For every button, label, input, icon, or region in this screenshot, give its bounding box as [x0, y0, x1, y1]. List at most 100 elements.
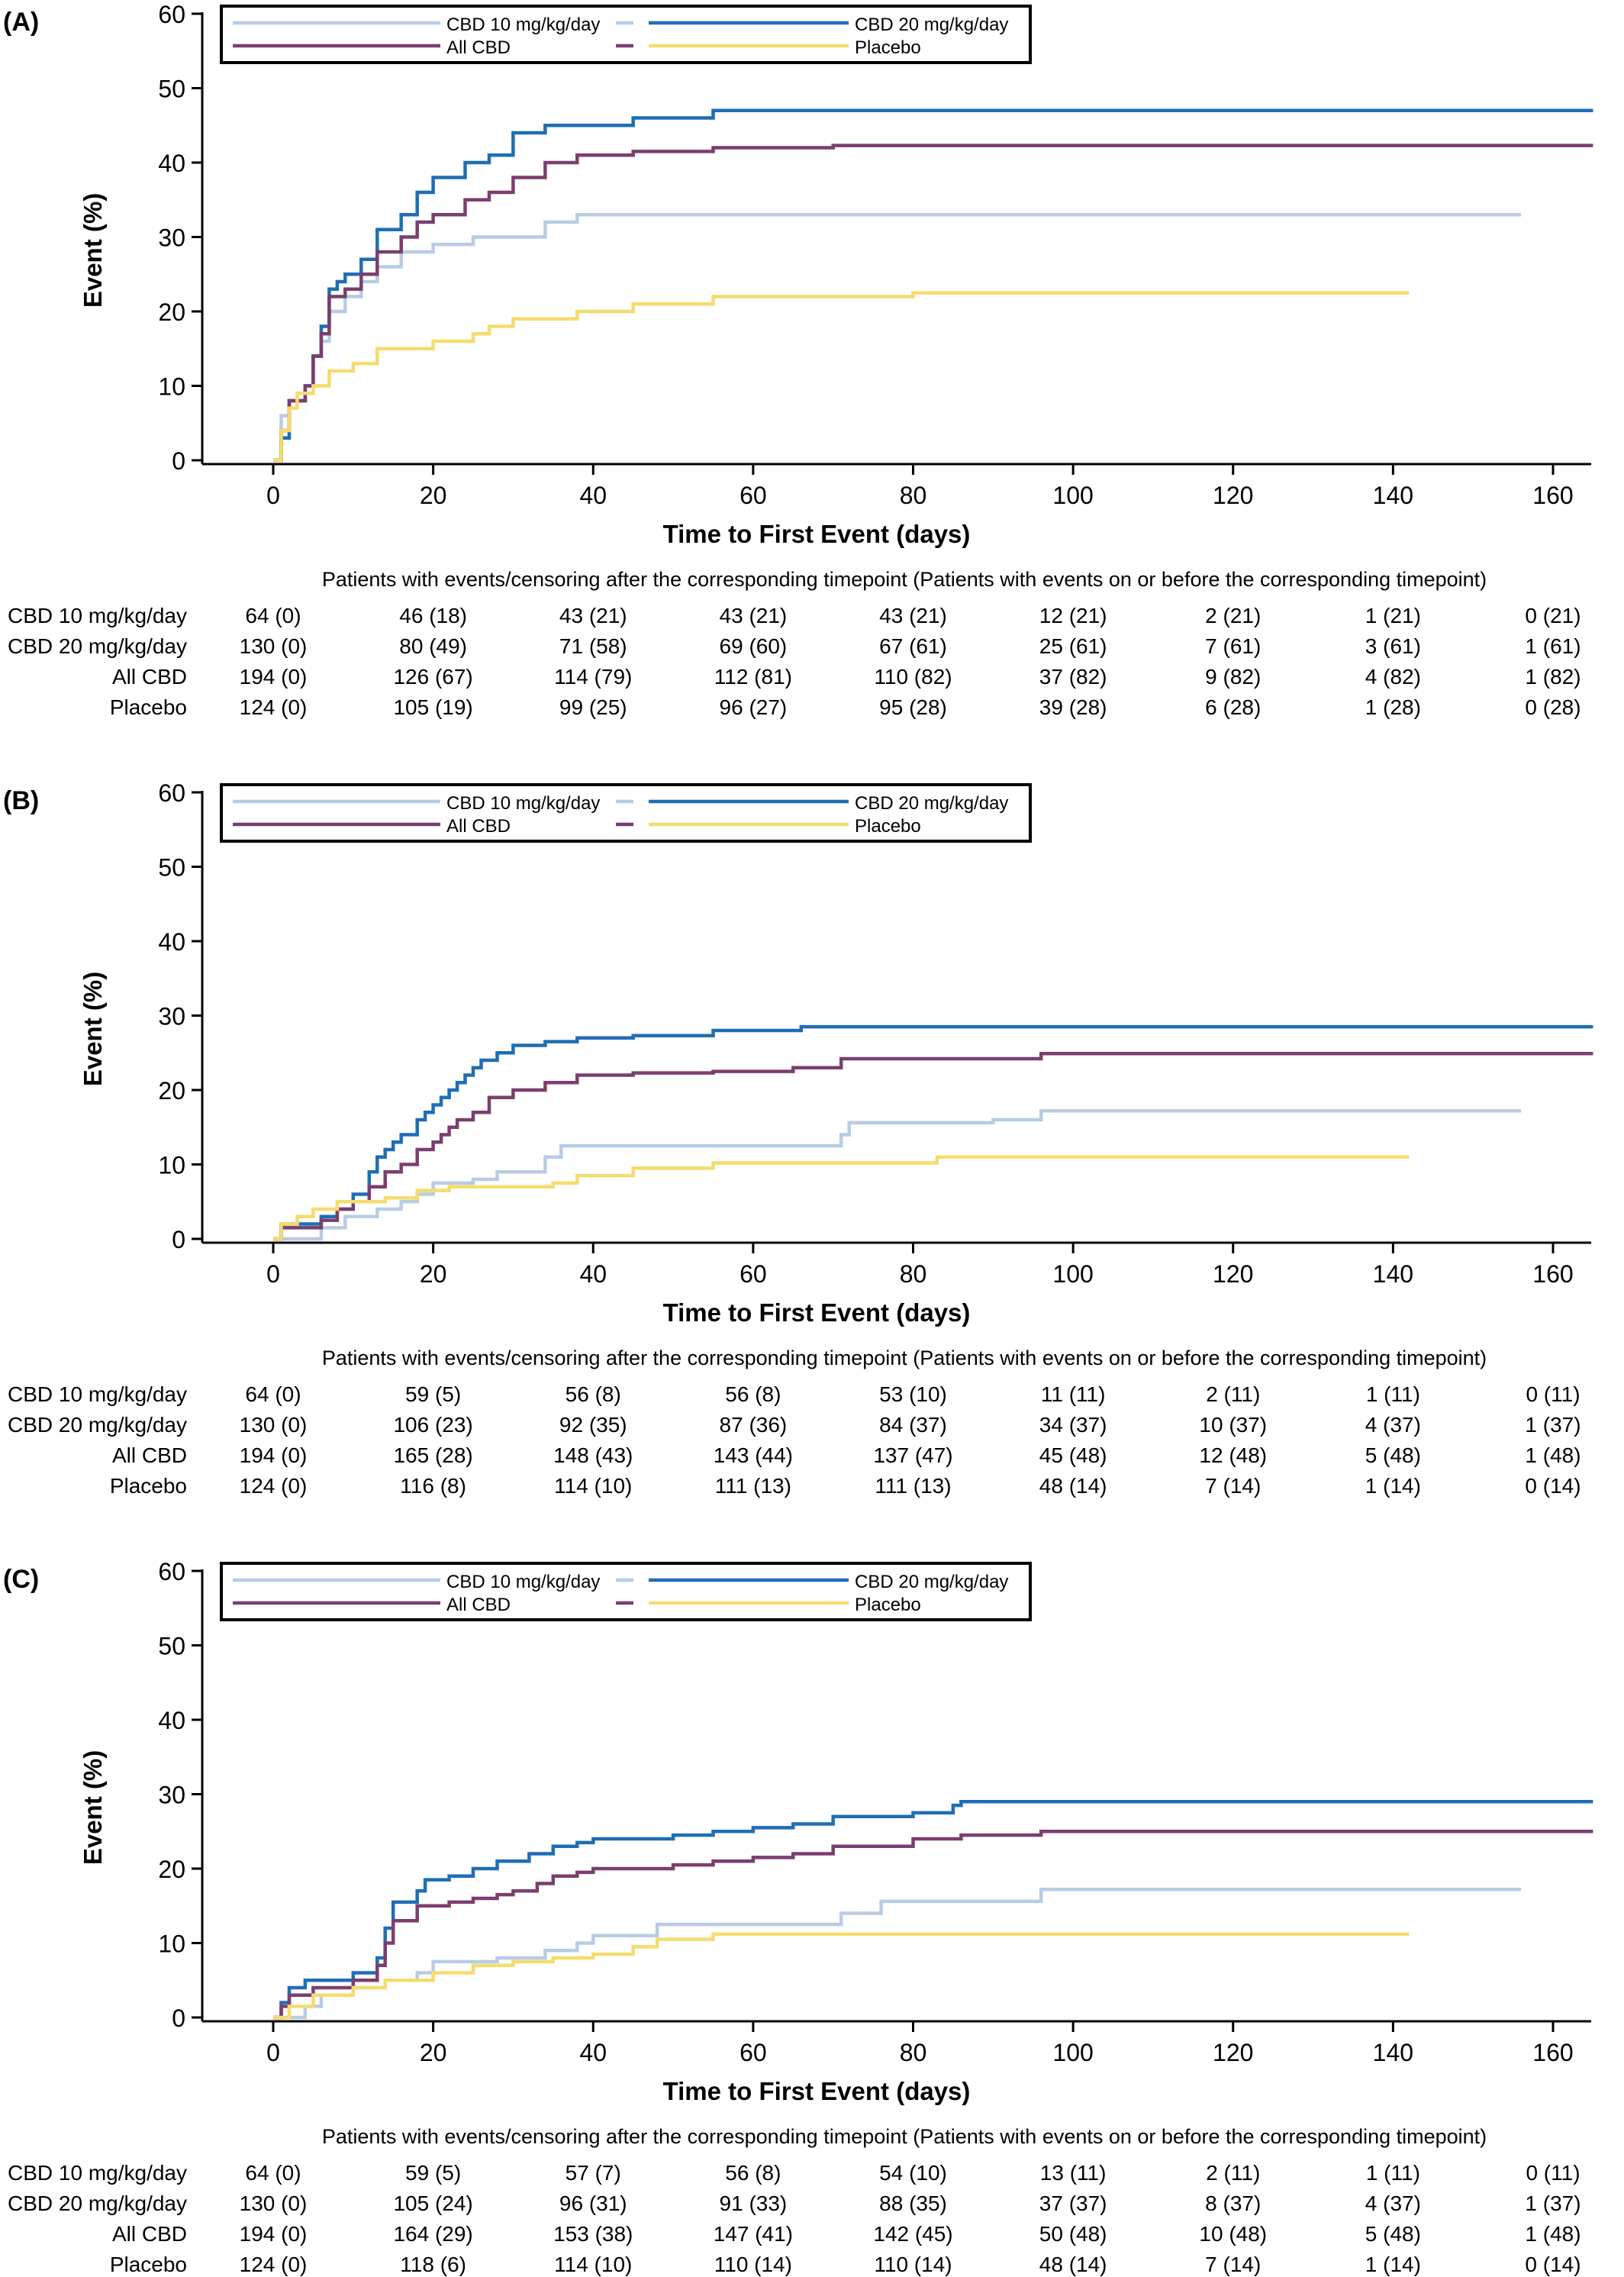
- risk-cell: 126 (67): [393, 665, 472, 689]
- risk-cell: 114 (79): [554, 665, 632, 689]
- risk-table-header: Patients with events/censoring after the…: [322, 568, 1487, 591]
- risk-cell: 1 (11): [1366, 1382, 1420, 1406]
- legend-label-bg: [849, 1592, 1024, 1615]
- legend-label-3: All CBD: [446, 1595, 511, 1615]
- series-line-3: [273, 1830, 1593, 2020]
- risk-cell: 2 (11): [1206, 2161, 1260, 2185]
- risk-cell: 50 (48): [1039, 2222, 1107, 2246]
- risk-cell: 130 (0): [240, 1413, 308, 1437]
- risk-cell: 53 (10): [879, 1382, 947, 1406]
- risk-cell: 1 (48): [1525, 2222, 1580, 2246]
- risk-cell: 96 (27): [720, 695, 788, 719]
- legend-label-bg: [440, 35, 616, 58]
- risk-cell: 114 (10): [554, 1474, 632, 1498]
- risk-cell: 118 (6): [400, 2253, 466, 2276]
- legend-label-2: CBD 20 mg/kg/day: [855, 15, 1008, 35]
- x-axis-title: Time to First Event (days): [663, 1298, 971, 1327]
- y-tick-label: 40: [158, 150, 185, 177]
- risk-cell: 84 (37): [879, 1413, 947, 1437]
- risk-cell: 153 (38): [553, 2222, 633, 2246]
- legend-label-3: All CBD: [446, 816, 511, 837]
- series-line-1: [273, 1109, 1522, 1241]
- y-tick-label: 60: [158, 779, 185, 807]
- x-tick-label: 20: [420, 482, 447, 509]
- y-tick-label: 20: [158, 298, 185, 326]
- risk-cell: 12 (21): [1039, 604, 1107, 627]
- risk-cell: 0 (14): [1525, 1474, 1580, 1498]
- y-tick-label: 60: [158, 1558, 185, 1585]
- risk-cell: 0 (11): [1526, 1382, 1580, 1406]
- risk-cell: 64 (0): [245, 2161, 301, 2185]
- y-tick-label: 10: [158, 373, 185, 401]
- legend-label-1: CBD 10 mg/kg/day: [446, 793, 600, 814]
- legend-label-bg: [440, 791, 616, 814]
- x-tick-label: 0: [266, 1260, 280, 1288]
- risk-cell: 59 (5): [405, 2161, 461, 2185]
- legend-label-bg: [849, 791, 1024, 814]
- x-tick-label: 80: [900, 1260, 927, 1288]
- risk-cell: 110 (14): [714, 2253, 792, 2276]
- risk-cell: 10 (48): [1199, 2222, 1267, 2246]
- panel-c: (C) 0 10 20 30 40 50 60 0 20 40 60 80 100 120 140 160 Tim…: [3, 1558, 1593, 2276]
- legend-label-1: CBD 10 mg/kg/day: [446, 15, 600, 35]
- risk-cell: 111 (13): [715, 1474, 791, 1498]
- risk-cell: 143 (44): [714, 1443, 793, 1467]
- y-axis-title: Event (%): [79, 193, 107, 308]
- y-tick-label: 50: [158, 854, 185, 882]
- risk-cell: 5 (48): [1365, 2222, 1421, 2246]
- risk-cell: 80 (49): [399, 634, 467, 658]
- x-axis-title: Time to First Event (days): [663, 2077, 971, 2105]
- x-tick-label: 100: [1052, 1260, 1093, 1288]
- risk-cell: 111 (13): [875, 1474, 951, 1498]
- risk-cell: 106 (23): [393, 1413, 472, 1437]
- x-tick-label: 60: [740, 482, 767, 509]
- series-line-1: [273, 213, 1522, 463]
- x-tick-label: 80: [900, 482, 927, 509]
- risk-cell: 88 (35): [879, 2192, 947, 2215]
- x-tick-label: 40: [579, 2039, 607, 2066]
- legend-label-bg: [849, 35, 1024, 58]
- risk-cell: 0 (11): [1526, 2161, 1580, 2185]
- risk-cell: 4 (37): [1365, 1413, 1421, 1437]
- risk-cell: 194 (0): [240, 665, 308, 689]
- risk-row-label: Placebo: [110, 695, 187, 719]
- risk-row-label: CBD 20 mg/kg/day: [8, 634, 187, 658]
- series-line-3: [273, 144, 1593, 463]
- risk-cell: 3 (61): [1365, 634, 1421, 658]
- risk-cell: 43 (21): [879, 604, 947, 627]
- panel-label: (B): [3, 786, 39, 815]
- x-tick-label: 100: [1052, 482, 1093, 509]
- risk-cell: 69 (60): [720, 634, 788, 658]
- risk-cell: 110 (82): [874, 665, 952, 689]
- risk-row-label: CBD 10 mg/kg/day: [8, 604, 187, 627]
- risk-cell: 5 (48): [1365, 1443, 1421, 1467]
- legend-label-bg: [849, 12, 1024, 35]
- legend-label-bg: [849, 1569, 1024, 1592]
- x-tick-label: 160: [1532, 482, 1573, 509]
- risk-cell: 71 (58): [559, 634, 627, 658]
- risk-row-label: CBD 20 mg/kg/day: [8, 2192, 187, 2215]
- risk-cell: 43 (21): [559, 604, 627, 627]
- x-tick-label: 0: [266, 482, 280, 509]
- x-tick-label: 160: [1532, 2039, 1573, 2066]
- risk-cell: 48 (14): [1039, 1474, 1107, 1498]
- risk-cell: 8 (37): [1205, 2192, 1261, 2215]
- legend-label-bg: [440, 1592, 616, 1615]
- risk-cell: 1 (82): [1525, 665, 1580, 689]
- y-tick-label: 40: [158, 928, 185, 956]
- risk-cell: 46 (18): [399, 604, 467, 627]
- risk-row-label: CBD 20 mg/kg/day: [8, 1413, 187, 1437]
- series-line-4: [273, 291, 1410, 463]
- risk-cell: 124 (0): [240, 2253, 308, 2276]
- y-tick-label: 60: [158, 1, 185, 28]
- risk-row-label: Placebo: [110, 2253, 187, 2276]
- risk-cell: 10 (37): [1199, 1413, 1267, 1437]
- risk-cell: 64 (0): [245, 604, 301, 627]
- risk-table-header: Patients with events/censoring after the…: [322, 1347, 1487, 1369]
- legend-label-2: CBD 20 mg/kg/day: [855, 793, 1008, 814]
- series-line-1: [273, 1888, 1522, 2020]
- risk-cell: 114 (10): [554, 2253, 632, 2276]
- risk-cell: 1 (14): [1365, 2253, 1421, 2276]
- risk-table-header: Patients with events/censoring after the…: [322, 2125, 1487, 2148]
- risk-cell: 56 (8): [566, 1382, 621, 1406]
